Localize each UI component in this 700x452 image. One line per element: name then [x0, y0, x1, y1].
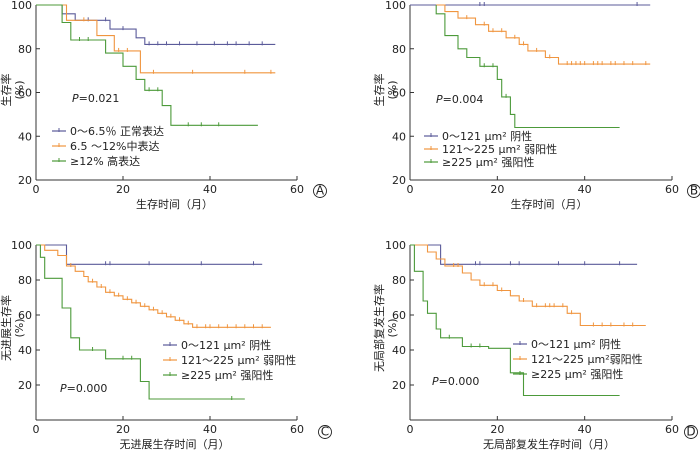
x-tick-label: 40	[578, 423, 592, 436]
x-tick-label: 0	[33, 183, 40, 196]
series-line-3	[36, 4, 258, 126]
y-tick-label: 80	[18, 43, 32, 56]
legend-entry: ≥225 μm² 强阳性	[442, 155, 534, 169]
x-tick-label: 60	[665, 423, 679, 436]
x-tick-label: 40	[203, 183, 217, 196]
y-tick-label: 60	[392, 309, 406, 322]
series-line-3	[410, 244, 620, 397]
x-tick-label: 0	[33, 423, 40, 436]
legend-entry: 0～121 μm² 阴性	[181, 338, 271, 352]
y-tick-label: 40	[18, 130, 32, 143]
p-value-annotation: P=0.021	[72, 92, 119, 105]
x-tick-label: 40	[203, 423, 217, 436]
series-line-2	[436, 4, 651, 65]
p-value-annotation: P=0.004	[436, 93, 483, 106]
x-tick-label: 20	[116, 183, 130, 196]
x-axis-title: 生存时间（月）	[136, 197, 213, 211]
panel-label-circle	[687, 184, 700, 198]
x-tick-label: 20	[116, 423, 130, 436]
legend-entry: 6.5 ～12%中表达	[70, 139, 159, 153]
x-tick-label: 60	[290, 183, 304, 196]
panel-label-circle	[318, 425, 332, 439]
x-axis-title: 无局部复发生存时间（月）	[483, 437, 615, 451]
panel-label-circle	[313, 184, 327, 198]
p-value-annotation: P=0.000	[432, 375, 479, 388]
y-tick-label: 100	[11, 239, 32, 252]
series-line-1	[36, 4, 276, 45]
x-axis-title: 无进展生存时间（月）	[120, 437, 230, 451]
y-tick-label: 100	[385, 0, 406, 12]
x-tick-label: 40	[578, 183, 592, 196]
y-tick-label: 40	[18, 344, 32, 357]
y-tick-label: 60	[392, 87, 406, 100]
series-line-2	[36, 4, 276, 74]
y-tick-label: 80	[392, 43, 406, 56]
legend-entry: 0～6.5％ 正常表达	[70, 124, 164, 138]
panel-label: A	[316, 184, 325, 198]
legend-entry: 121～225 μm² 弱阳性	[181, 353, 296, 367]
y-axis-unit: (%)	[386, 80, 399, 99]
legend-entry: ≥225 μm² 强阳性	[181, 368, 273, 382]
legend-entry: 121～225 μm² 弱阳性	[442, 142, 557, 156]
y-tick-label: 40	[392, 130, 406, 143]
x-tick-label: 20	[490, 183, 504, 196]
y-tick-label: 80	[18, 274, 32, 287]
panel-label-circle	[684, 425, 698, 439]
y-tick-label: 40	[392, 344, 406, 357]
x-tick-label: 20	[490, 423, 504, 436]
series-line-2	[410, 244, 646, 327]
y-tick-label: 20	[18, 174, 32, 187]
chart-panel-d: 0 20 40 60 20 40 60 80 100 无局部复发生存时间（月） 无局部复发生存率 (%…	[372, 239, 698, 451]
legend-entry: ≥225 μm² 强阳性	[531, 367, 623, 381]
y-tick-label: 60	[18, 87, 32, 100]
x-axis-title: 生存时间（月）	[511, 197, 588, 211]
series-line-1	[410, 244, 638, 265]
panel-label: B	[690, 184, 698, 198]
y-axis-unit: (%)	[386, 318, 399, 337]
y-axis-title: 生存率	[0, 74, 13, 107]
y-tick-label: 20	[392, 379, 406, 392]
series-line-1	[36, 244, 263, 265]
y-tick-label: 80	[392, 274, 406, 287]
panel-label: D	[686, 425, 695, 439]
y-axis-unit: (%)	[13, 80, 26, 99]
x-tick-label: 60	[665, 183, 679, 196]
series-line-3	[36, 244, 245, 400]
y-axis-unit: (%)	[13, 318, 26, 337]
legend-entry: 0～121 μm² 阴性	[442, 129, 532, 143]
legend-entry: 121～225 μm²弱阳性	[531, 352, 643, 366]
y-tick-label: 20	[18, 379, 32, 392]
y-axis-title: 无局部复发生存率	[372, 284, 386, 372]
legend-entry: 0～121 μm² 阴性	[531, 337, 621, 351]
y-tick-label: 20	[392, 174, 406, 187]
x-tick-label: 0	[407, 423, 414, 436]
y-tick-label: 100	[385, 239, 406, 252]
chart-panel-c: 0 20 40 60 20 40 60 80 100 无进展生存时间（月） 无进展生存率 (%) 0～1…	[0, 239, 332, 451]
panel-label: C	[321, 425, 329, 439]
y-tick-label: 100	[11, 0, 32, 12]
series-line-3	[435, 5, 620, 129]
x-tick-label: 60	[290, 423, 304, 436]
p-value-annotation: P=0.000	[60, 382, 107, 395]
legend-entry: ≥12% 高表达	[70, 154, 140, 168]
y-axis-title: 生存率	[372, 74, 386, 107]
x-tick-label: 0	[407, 183, 414, 196]
y-axis-title: 无进展生存率	[0, 295, 13, 361]
y-tick-label: 60	[18, 309, 32, 322]
